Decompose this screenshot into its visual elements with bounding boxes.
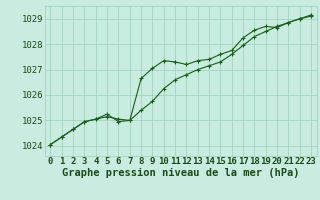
X-axis label: Graphe pression niveau de la mer (hPa): Graphe pression niveau de la mer (hPa) [62, 168, 300, 178]
